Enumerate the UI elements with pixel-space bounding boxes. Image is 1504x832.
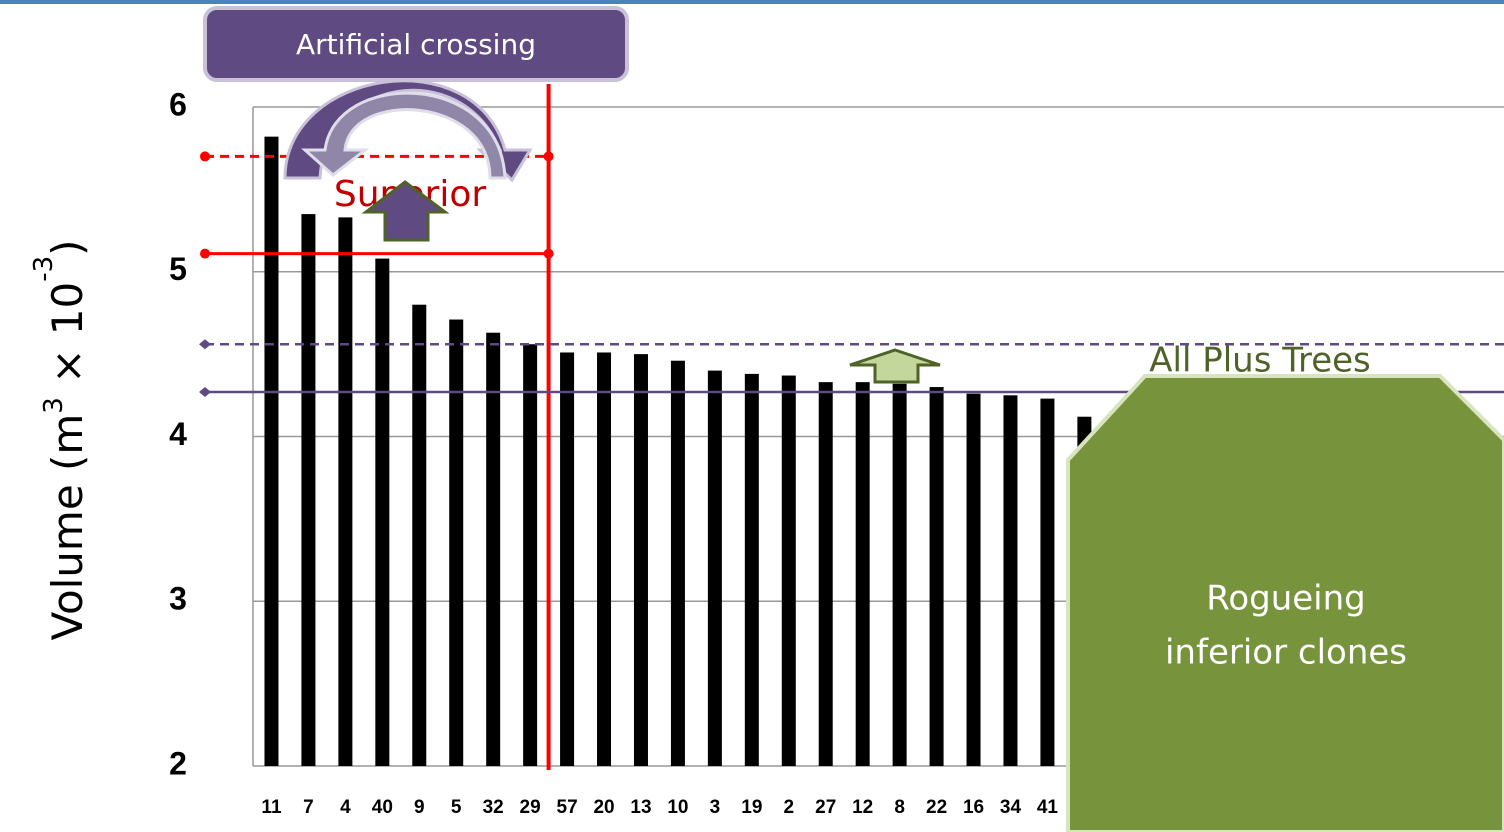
bar xyxy=(301,214,316,766)
x-tick-label: 40 xyxy=(372,797,393,818)
bar xyxy=(449,319,464,766)
x-tick-label: 19 xyxy=(741,797,762,818)
up-arrow xyxy=(849,348,941,384)
x-tick-label: 4 xyxy=(340,797,351,818)
x-tick-label: 3 xyxy=(710,797,721,818)
x-tick-label: 41 xyxy=(1037,797,1059,818)
bar xyxy=(523,344,538,766)
bar xyxy=(412,304,427,766)
bar xyxy=(781,375,796,766)
y-label-part: × 10 xyxy=(43,282,92,397)
x-tick-label: 12 xyxy=(852,797,873,818)
y-tick-label: 5 xyxy=(169,251,187,287)
x-tick-label: 32 xyxy=(483,797,504,818)
crossing-label: Artificial crossing xyxy=(296,28,536,61)
mean-end xyxy=(199,387,211,398)
x-tick-label: 29 xyxy=(520,797,541,818)
bar xyxy=(338,217,353,766)
threshold-end xyxy=(543,151,554,162)
bar xyxy=(929,387,944,766)
y-label-sup: 3 xyxy=(39,397,69,414)
crossing-arrow xyxy=(301,91,507,180)
y-label-part: ) xyxy=(43,239,92,255)
x-tick-label: 20 xyxy=(593,797,614,818)
bar xyxy=(633,354,648,766)
threshold-end xyxy=(200,151,210,162)
x-tick-label: 7 xyxy=(303,797,314,818)
x-tick-label: 9 xyxy=(414,797,425,818)
y-tick-label: 6 xyxy=(169,86,187,122)
annotations: Artificial crossing Superior All Plus Tr… xyxy=(203,6,1504,832)
x-tick-label: 22 xyxy=(926,797,947,818)
x-tick-label: 34 xyxy=(1000,797,1022,818)
y-tick-label: 4 xyxy=(169,416,187,452)
x-tick-label: 13 xyxy=(630,797,651,818)
threshold-end xyxy=(200,248,210,259)
bar xyxy=(892,383,907,766)
rogueing-label: Rogueing xyxy=(1206,579,1366,619)
bar xyxy=(1003,395,1018,766)
x-tick-label: 27 xyxy=(815,797,836,818)
threshold-end xyxy=(543,248,554,259)
bar xyxy=(670,360,685,766)
bar xyxy=(597,352,612,766)
x-tick-label: 10 xyxy=(667,797,688,818)
x-tick-label: 2 xyxy=(783,797,794,818)
bar xyxy=(966,393,981,766)
x-tick-label: 11 xyxy=(261,797,282,818)
bar xyxy=(375,258,390,766)
bar xyxy=(1040,398,1055,766)
all-plus-trees-label: All Plus Trees xyxy=(1149,341,1371,381)
bar xyxy=(560,352,575,766)
mean-end xyxy=(199,339,211,350)
bar xyxy=(486,332,501,766)
top-band xyxy=(0,0,1504,4)
bar xyxy=(744,373,759,766)
bar xyxy=(855,382,870,766)
x-tick-label: 5 xyxy=(451,797,462,818)
rogueing-label: inferior clones xyxy=(1165,633,1407,673)
y-label-sup: -3 xyxy=(29,256,59,282)
crossing-banner xyxy=(203,6,629,82)
up-arrow xyxy=(361,180,450,242)
bar xyxy=(707,370,722,766)
y-tick-label: 2 xyxy=(169,745,187,781)
x-tick-label: 8 xyxy=(894,797,905,818)
y-axis-label: Volume (m3 × 10-3) xyxy=(29,239,92,640)
y-label-part: Volume (m xyxy=(43,414,92,641)
y-tick-label: 3 xyxy=(169,581,187,617)
x-tick-label: 57 xyxy=(557,797,578,818)
x-tick-label: 16 xyxy=(963,797,984,818)
rogueing-box xyxy=(1066,374,1504,832)
bar xyxy=(264,136,279,766)
bar xyxy=(818,382,833,766)
